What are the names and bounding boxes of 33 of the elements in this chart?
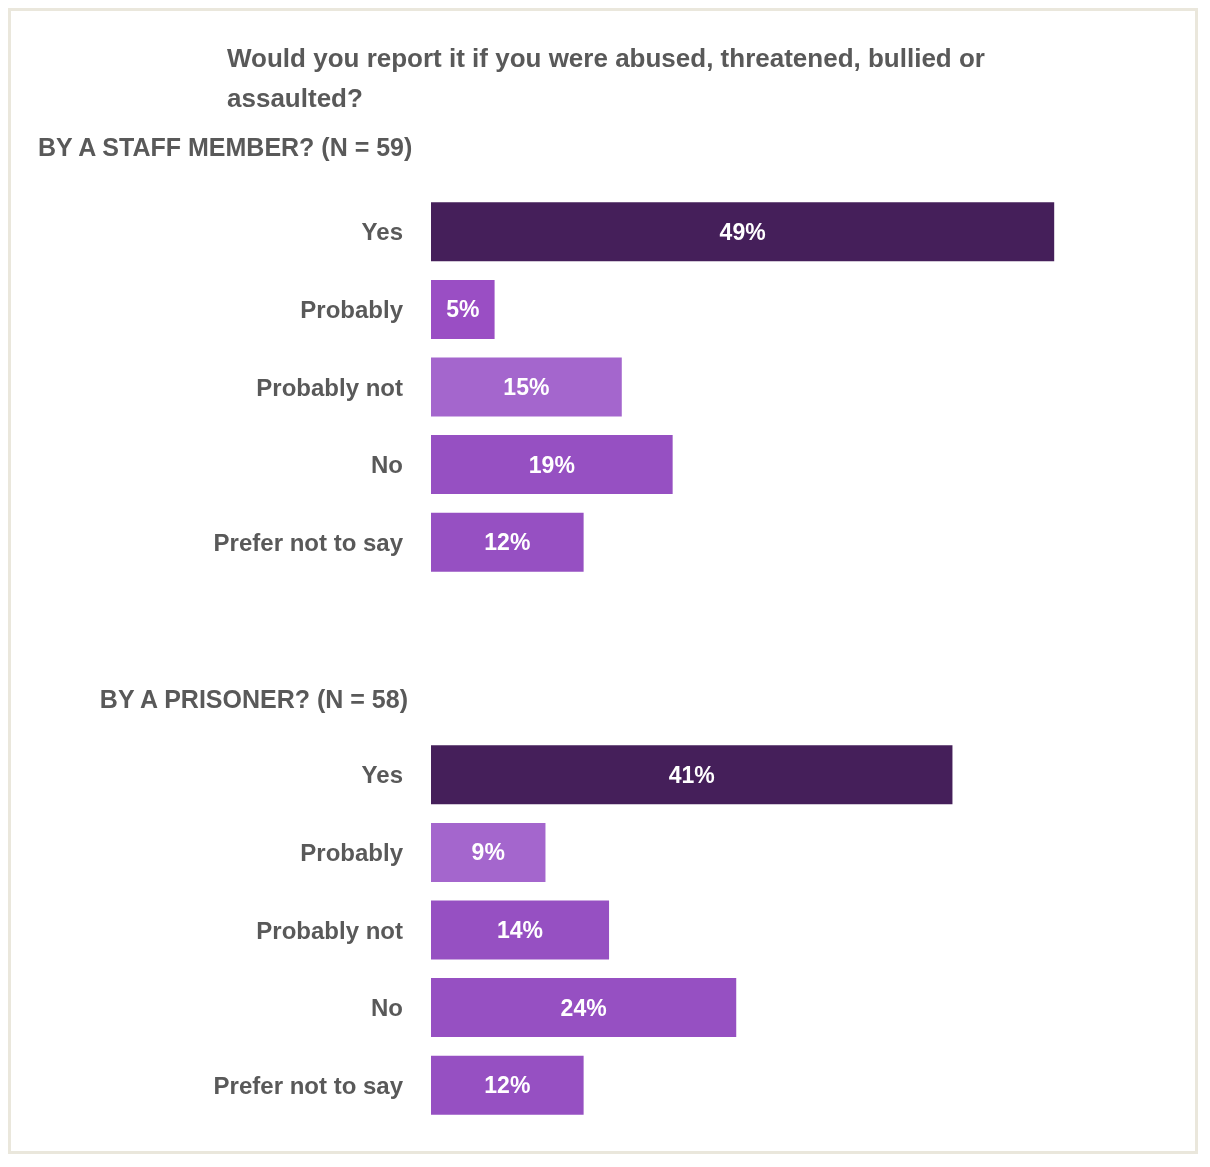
bar bbox=[431, 1055, 584, 1115]
chart-title: Would you report it if you were abused, threatened, bullied or assaulted? bbox=[227, 43, 985, 113]
data-label: 49% bbox=[719, 218, 766, 245]
bar bbox=[431, 745, 953, 805]
y-tick-label: Probably not bbox=[256, 916, 404, 944]
y-tick-label: No bbox=[371, 994, 403, 1022]
data-label: 9% bbox=[471, 839, 505, 866]
data-label: 24% bbox=[560, 994, 607, 1021]
bar bbox=[431, 822, 546, 882]
data-label: 41% bbox=[668, 761, 715, 788]
data-label: 14% bbox=[497, 917, 544, 943]
bar bbox=[431, 900, 610, 960]
data-label: 12% bbox=[484, 1072, 531, 1099]
chart-title: BY A PRISONER? (N = 58) bbox=[99, 684, 408, 713]
y-tick-label: Probably not bbox=[256, 373, 404, 401]
y-tick-label: Prefer not to say bbox=[213, 528, 404, 556]
y-tick-label: No bbox=[371, 451, 403, 479]
bar bbox=[431, 279, 495, 339]
bar bbox=[431, 512, 584, 572]
bar bbox=[431, 435, 673, 495]
y-tick-label: Yes bbox=[361, 761, 403, 789]
bar bbox=[431, 202, 1055, 262]
data-label: 12% bbox=[484, 529, 531, 556]
bar bbox=[431, 978, 737, 1038]
data-label: 15% bbox=[503, 374, 550, 400]
bar bbox=[431, 357, 622, 417]
y-tick-label: Prefer not to say bbox=[213, 1071, 404, 1099]
text: BY A STAFF MEMBER? (N = 59) bbox=[38, 132, 413, 161]
y-tick-label: Probably bbox=[300, 838, 404, 866]
y-tick-label: Yes bbox=[361, 218, 403, 246]
data-label: 5% bbox=[446, 296, 480, 323]
data-label: 19% bbox=[528, 451, 575, 478]
y-tick-label: Probably bbox=[300, 295, 404, 323]
